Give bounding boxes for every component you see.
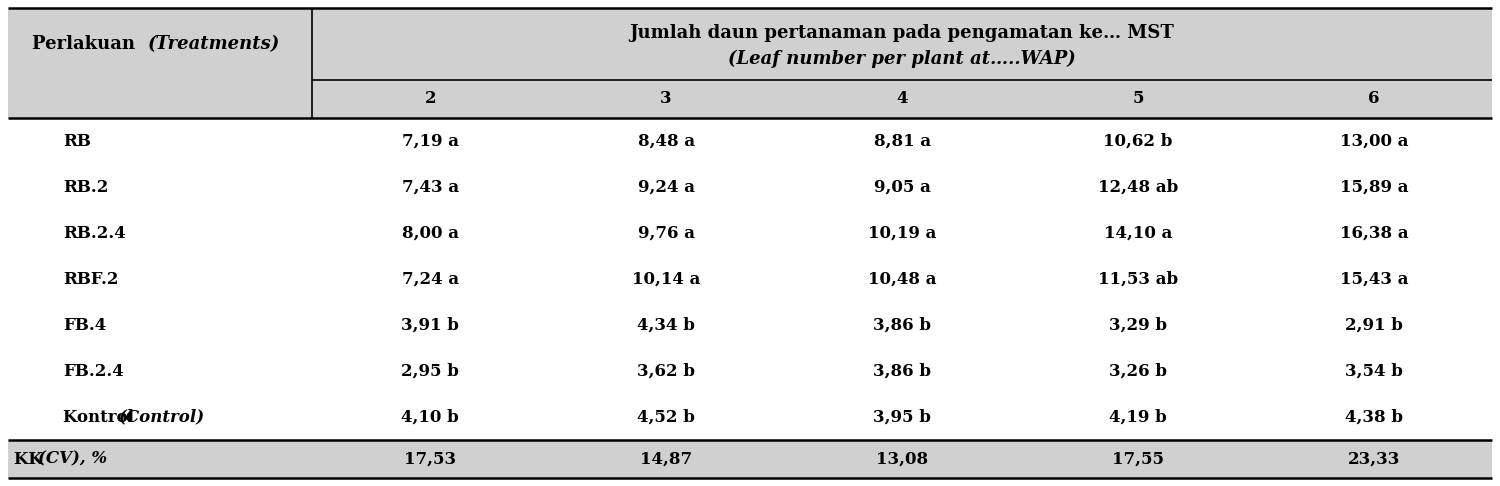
Text: 8,48 a: 8,48 a: [638, 133, 694, 150]
Text: 2: 2: [424, 90, 436, 107]
Text: FB.4: FB.4: [63, 316, 106, 333]
Text: 4,52 b: 4,52 b: [638, 409, 694, 426]
Text: 16,38 a: 16,38 a: [1340, 225, 1408, 242]
Text: 3,26 b: 3,26 b: [1108, 363, 1167, 380]
Text: 8,00 a: 8,00 a: [402, 225, 459, 242]
Text: 17,53: 17,53: [404, 451, 456, 468]
Text: 3,62 b: 3,62 b: [638, 363, 694, 380]
Bar: [8, 8, 1492, 118]
Text: 3,54 b: 3,54 b: [1346, 363, 1402, 380]
Text: 13,00 a: 13,00 a: [1340, 133, 1408, 150]
Text: 7,24 a: 7,24 a: [402, 271, 459, 288]
Text: (Leaf number per plant at…..WAP): (Leaf number per plant at…..WAP): [728, 49, 1076, 68]
Text: 8,81 a: 8,81 a: [873, 133, 930, 150]
Text: 23,33: 23,33: [1348, 451, 1400, 468]
Text: 12,48 ab: 12,48 ab: [1098, 178, 1178, 195]
Text: 9,76 a: 9,76 a: [638, 225, 694, 242]
Text: (CV), %: (CV), %: [38, 451, 106, 468]
Text: 6: 6: [1368, 90, 1380, 107]
Text: 2,91 b: 2,91 b: [1346, 316, 1402, 333]
Text: 4,10 b: 4,10 b: [402, 409, 459, 426]
Text: 15,89 a: 15,89 a: [1340, 178, 1408, 195]
Text: 10,14 a: 10,14 a: [632, 271, 700, 288]
Text: RB.2: RB.2: [63, 178, 108, 195]
Text: 7,43 a: 7,43 a: [402, 178, 459, 195]
Text: Perlakuan: Perlakuan: [33, 35, 141, 53]
Text: Jumlah daun pertanaman pada pengamatan ke… MST: Jumlah daun pertanaman pada pengamatan k…: [630, 24, 1174, 42]
Text: 10,19 a: 10,19 a: [868, 225, 936, 242]
Text: 14,10 a: 14,10 a: [1104, 225, 1173, 242]
Text: 3,29 b: 3,29 b: [1108, 316, 1167, 333]
Text: 9,05 a: 9,05 a: [873, 178, 930, 195]
Text: 7,19 a: 7,19 a: [402, 133, 459, 150]
Text: 4,34 b: 4,34 b: [638, 316, 694, 333]
Text: RB.2.4: RB.2.4: [63, 225, 126, 242]
Text: 15,43 a: 15,43 a: [1340, 271, 1408, 288]
Text: RB: RB: [63, 133, 90, 150]
Text: 5: 5: [1132, 90, 1144, 107]
Text: 3,86 b: 3,86 b: [873, 316, 931, 333]
Text: 4: 4: [897, 90, 908, 107]
Text: KK: KK: [13, 451, 48, 468]
Text: 10,62 b: 10,62 b: [1104, 133, 1173, 150]
Text: 3,91 b: 3,91 b: [402, 316, 459, 333]
Text: 9,24 a: 9,24 a: [638, 178, 694, 195]
Bar: [8, 440, 1492, 478]
Text: 11,53 ab: 11,53 ab: [1098, 271, 1178, 288]
Text: 3,95 b: 3,95 b: [873, 409, 931, 426]
Text: 3: 3: [660, 90, 672, 107]
Text: 4,19 b: 4,19 b: [1108, 409, 1167, 426]
Text: 13,08: 13,08: [876, 451, 928, 468]
Text: 14,87: 14,87: [640, 451, 692, 468]
Text: Kontrol: Kontrol: [63, 409, 140, 426]
Text: RBF.2: RBF.2: [63, 271, 118, 288]
Text: FB.2.4: FB.2.4: [63, 363, 123, 380]
Text: 4,38 b: 4,38 b: [1346, 409, 1402, 426]
Text: (Treatments): (Treatments): [148, 35, 280, 53]
Text: (Control): (Control): [118, 409, 206, 426]
Bar: [8, 118, 1492, 440]
Text: 17,55: 17,55: [1112, 451, 1164, 468]
Text: 3,86 b: 3,86 b: [873, 363, 931, 380]
Text: 10,48 a: 10,48 a: [868, 271, 936, 288]
Text: 2,95 b: 2,95 b: [402, 363, 459, 380]
